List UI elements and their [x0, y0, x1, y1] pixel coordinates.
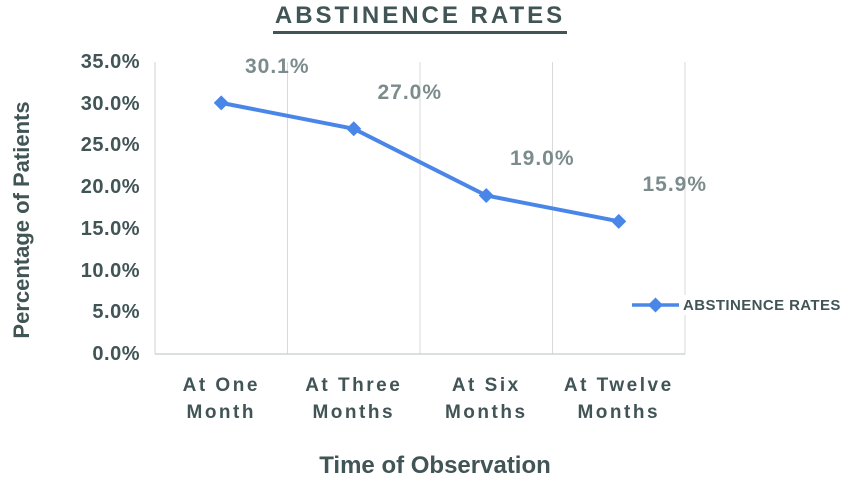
x-category-label: At One Month	[182, 375, 260, 423]
y-tick-label: 30.0%	[80, 92, 140, 115]
data-label: 27.0%	[377, 80, 443, 104]
legend: ABSTINENCE RATES	[631, 295, 841, 315]
y-tick-label: 20.0%	[80, 176, 140, 199]
chart-title: ABSTINENCE RATES	[155, 2, 685, 34]
x-category-label: At Three Months	[305, 375, 403, 423]
y-tick-label: 35.0%	[80, 51, 140, 73]
y-tick-label: 0.0%	[92, 343, 140, 365]
data-point-marker	[346, 121, 362, 137]
data-label: 15.9%	[642, 173, 708, 197]
x-axis-title: Time of Observation	[319, 452, 551, 479]
data-point-marker	[611, 213, 627, 229]
legend-line-marker-icon	[632, 297, 679, 313]
y-tick-label: 5.0%	[92, 301, 140, 324]
y-tick-label: 25.0%	[80, 134, 140, 157]
y-tick-label: 10.0%	[80, 259, 140, 282]
chart-title-text: ABSTINENCE RATES	[272, 2, 568, 34]
data-label: 30.1%	[244, 54, 310, 78]
y-tick-label: 15.0%	[80, 217, 140, 240]
series-line	[220, 100, 620, 224]
x-category-label: At Six Months	[444, 375, 528, 423]
data-point-marker	[478, 187, 494, 203]
x-category-label: At Twelve Months	[563, 375, 674, 423]
legend-series-label: ABSTINENCE RATES	[683, 296, 841, 314]
data-label: 19.0%	[509, 147, 575, 171]
data-point-marker	[213, 95, 229, 111]
